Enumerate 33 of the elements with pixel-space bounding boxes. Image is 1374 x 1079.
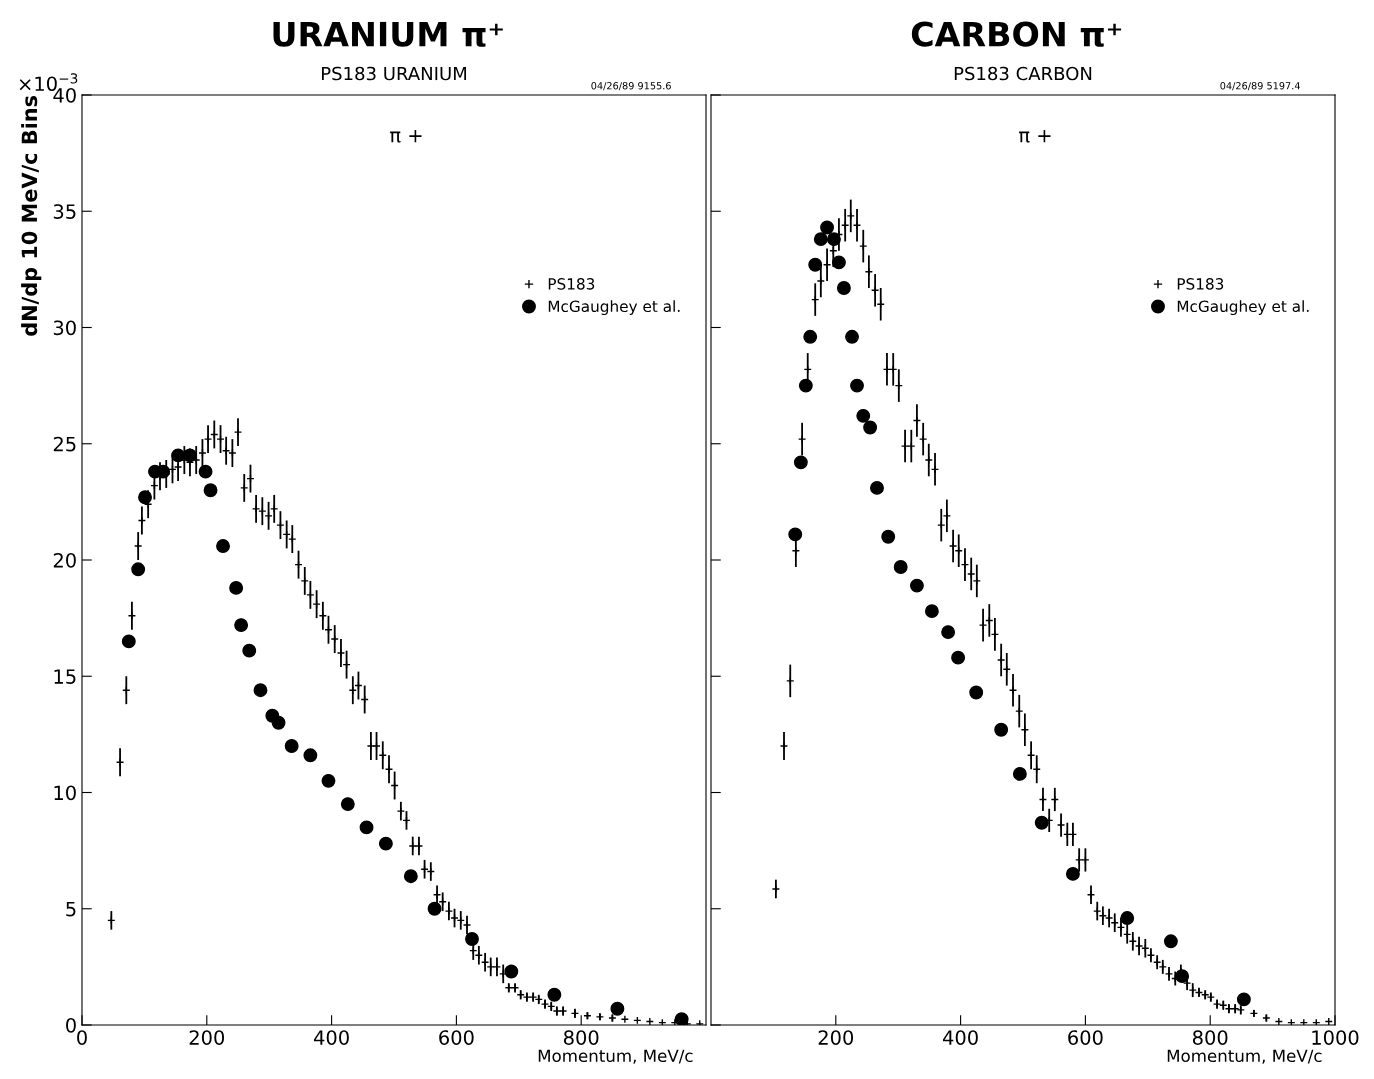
y-tick-label: 30 xyxy=(53,320,76,336)
y-tick-label: 5 xyxy=(66,901,76,917)
y-tick-label: 0 xyxy=(66,1017,76,1033)
x-tick-label: 1000 xyxy=(1312,1030,1359,1045)
chart-subtitle: PS183 URANIUM xyxy=(321,66,467,81)
chart-title: CARBON π⁺ xyxy=(911,21,1122,47)
y-tick-label: 15 xyxy=(54,669,76,684)
x-tick-label: 400 xyxy=(942,1030,978,1045)
legend-label: PS183 xyxy=(548,278,595,290)
y-tick-label: 10 xyxy=(54,785,76,801)
x-tick-label: 400 xyxy=(313,1030,349,1045)
text: 04/26/89 9155.6 xyxy=(591,82,671,91)
x-tick-label: 600 xyxy=(1068,1030,1103,1045)
x-axis-title: Momentum, MeV/c xyxy=(538,1049,693,1064)
x-tick-label: 200 xyxy=(818,1030,854,1045)
x-axis-title: Momentum, MeV/c xyxy=(1167,1049,1322,1064)
y-tick-label: 35 xyxy=(53,204,76,219)
x-tick-label: 800 xyxy=(1192,1030,1228,1045)
chart-subtitle: PS183 CARBON xyxy=(954,66,1092,81)
x-tick-label: 800 xyxy=(563,1030,599,1045)
y-tick-label: 20 xyxy=(53,552,76,568)
y-tick-label: 25 xyxy=(53,436,76,452)
text: 04/26/89 5197.4 xyxy=(1220,82,1300,91)
legend-label: McGaughey et al. xyxy=(548,300,680,316)
annotation: π + xyxy=(1019,130,1051,143)
x-tick-label: 0 xyxy=(77,1030,87,1045)
y-axis-title: dN/dp 10 MeV/c Bins xyxy=(21,95,42,336)
legend-label: PS183 xyxy=(1177,278,1224,290)
x-tick-label: 600 xyxy=(439,1030,474,1045)
annotation: π + xyxy=(390,130,422,143)
x-tick-label: 200 xyxy=(189,1030,225,1045)
legend-label: McGaughey et al. xyxy=(1177,300,1309,316)
chart-title: URANIUM π⁺ xyxy=(273,21,503,47)
